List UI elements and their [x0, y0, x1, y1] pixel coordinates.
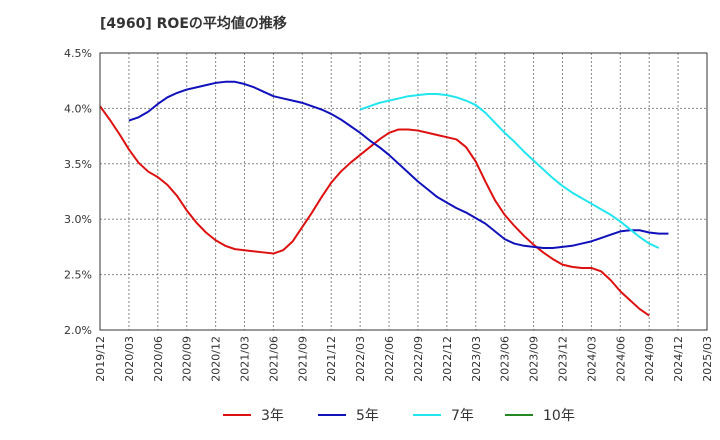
x-tick-label: 2023/12: [556, 336, 569, 382]
y-tick-label: 3.0%: [64, 213, 92, 226]
x-tick-label: 2021/03: [239, 336, 252, 382]
y-tick-label: 3.5%: [64, 158, 92, 171]
x-tick-label: 2024/09: [643, 336, 656, 382]
series-line-7年: [359, 93, 660, 249]
x-tick-label: 2023/03: [470, 336, 483, 382]
x-tick-label: 2024/06: [614, 336, 627, 382]
x-tick-label: 2020/09: [181, 336, 194, 382]
y-tick-label: 4.5%: [64, 47, 92, 60]
x-tick-label: 2020/12: [210, 336, 223, 382]
x-tick-label: 2020/03: [123, 336, 136, 382]
x-tick-label: 2020/06: [152, 336, 165, 382]
x-axis: 2019/12 2020/03 2020/06 2020/09 2020/12 2021/…: [94, 336, 714, 382]
y-tick-label: 2.5%: [64, 269, 92, 282]
y-axis: 2.0% 2.5% 3.0% 3.5% 4.0% 4.5%: [64, 47, 92, 337]
series-layer: [99, 80, 669, 317]
y-tick-label: 4.0%: [64, 102, 92, 115]
x-tick-label: 2021/12: [325, 336, 338, 382]
x-tick-label: 2021/06: [267, 336, 280, 382]
legend-label-7年: 7年: [451, 408, 474, 424]
legend-label-3年: 3年: [261, 408, 284, 424]
legend: 3年 5年 7年 10年: [223, 408, 575, 424]
x-tick-label: 2022/06: [383, 336, 396, 382]
x-tick-label: 2024/12: [672, 336, 685, 382]
x-tick-label: 2022/12: [441, 336, 454, 382]
x-tick-label: 2022/09: [412, 336, 425, 382]
x-tick-label: 2023/09: [528, 336, 541, 382]
x-tick-label: 2021/09: [296, 336, 309, 382]
x-tick-label: 2019/12: [94, 336, 107, 382]
y-tick-label: 2.0%: [64, 324, 92, 337]
x-tick-label: 2024/03: [585, 336, 598, 382]
x-tick-label: 2022/03: [354, 336, 367, 382]
plot-area: [100, 53, 707, 330]
series-line-5年: [128, 80, 669, 250]
legend-label-10年: 10年: [543, 408, 575, 424]
plot-border: [99, 52, 708, 331]
x-tick-label: 2025/03: [701, 336, 714, 382]
chart-title: [4960] ROEの平均値の推移: [100, 15, 287, 32]
x-tick-label: 2023/06: [499, 336, 512, 382]
legend-label-5年: 5年: [356, 408, 379, 424]
